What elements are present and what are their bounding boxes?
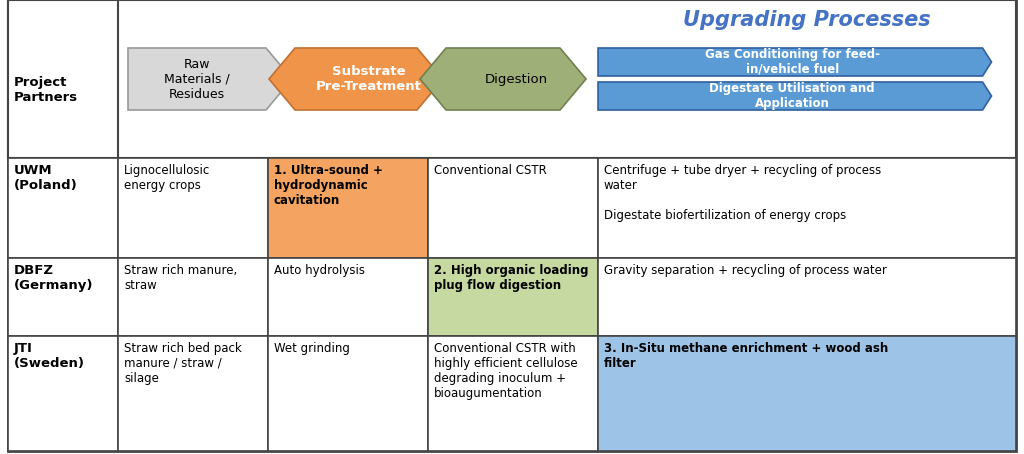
- Polygon shape: [128, 48, 292, 110]
- Text: Gas Conditioning for feed-
in/vehicle fuel: Gas Conditioning for feed- in/vehicle fu…: [705, 48, 880, 76]
- Bar: [268, 258, 428, 336]
- Text: JTI
(Sweden): JTI (Sweden): [14, 342, 85, 370]
- Bar: [8, 258, 118, 336]
- Text: Conventional CSTR with
highly efficient cellulose
degrading inoculum +
bioaugume: Conventional CSTR with highly efficient …: [434, 342, 578, 400]
- Polygon shape: [598, 48, 991, 76]
- Text: Straw rich manure,
straw: Straw rich manure, straw: [124, 264, 238, 292]
- Text: UWM
(Poland): UWM (Poland): [14, 164, 78, 192]
- Bar: [428, 158, 598, 258]
- Bar: [8, 336, 118, 451]
- Text: Gravity separation + recycling of process water: Gravity separation + recycling of proces…: [604, 264, 887, 277]
- Bar: [8, 158, 118, 258]
- Polygon shape: [269, 48, 443, 110]
- Bar: [598, 158, 1016, 258]
- Bar: [8, 0, 118, 158]
- Bar: [428, 258, 598, 336]
- Text: Auto hydrolysis: Auto hydrolysis: [274, 264, 365, 277]
- Text: Project
Partners: Project Partners: [14, 76, 78, 104]
- Bar: [598, 336, 1016, 451]
- Bar: [118, 158, 268, 258]
- Text: 1. Ultra-sound +
hydrodynamic
cavitation: 1. Ultra-sound + hydrodynamic cavitation: [274, 164, 383, 207]
- Bar: [118, 336, 268, 451]
- Text: Digestate Utilisation and
Application: Digestate Utilisation and Application: [710, 82, 876, 110]
- Text: 2. High organic loading
plug flow digestion: 2. High organic loading plug flow digest…: [434, 264, 589, 292]
- Bar: [428, 336, 598, 451]
- Bar: [268, 158, 428, 258]
- Polygon shape: [420, 48, 586, 110]
- Text: DBFZ
(Germany): DBFZ (Germany): [14, 264, 93, 292]
- Text: Lignocellulosic
energy crops: Lignocellulosic energy crops: [124, 164, 210, 192]
- Text: Upgrading Processes: Upgrading Processes: [683, 10, 931, 30]
- Text: Conventional CSTR: Conventional CSTR: [434, 164, 547, 177]
- Text: Digestion: Digestion: [484, 73, 548, 85]
- Polygon shape: [598, 82, 991, 110]
- Bar: [118, 258, 268, 336]
- Bar: [268, 336, 428, 451]
- Text: 3. In-Situ methane enrichment + wood ash
filter: 3. In-Situ methane enrichment + wood ash…: [604, 342, 888, 370]
- Text: Wet grinding: Wet grinding: [274, 342, 350, 355]
- Text: Centrifuge + tube dryer + recycling of process
water

Digestate biofertilization: Centrifuge + tube dryer + recycling of p…: [604, 164, 882, 222]
- Text: Substrate
Pre-Treatment: Substrate Pre-Treatment: [316, 65, 422, 93]
- Bar: [8, 0, 1016, 158]
- Text: Raw
Materials /
Residues: Raw Materials / Residues: [164, 58, 229, 100]
- Text: Straw rich bed pack
manure / straw /
silage: Straw rich bed pack manure / straw / sil…: [124, 342, 242, 385]
- Bar: [598, 258, 1016, 336]
